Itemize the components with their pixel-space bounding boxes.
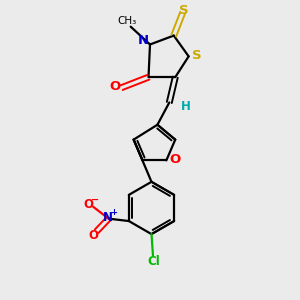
Text: O: O — [110, 80, 121, 94]
Text: S: S — [192, 49, 201, 62]
Text: N: N — [138, 34, 149, 47]
Text: −: − — [92, 195, 100, 205]
Text: O: O — [169, 153, 180, 166]
Text: N: N — [102, 211, 112, 224]
Text: O: O — [83, 199, 93, 212]
Text: O: O — [88, 229, 98, 242]
Text: S: S — [179, 4, 189, 17]
Text: +: + — [110, 208, 117, 217]
Text: CH₃: CH₃ — [118, 16, 137, 26]
Text: H: H — [181, 100, 190, 113]
Text: Cl: Cl — [148, 255, 161, 268]
